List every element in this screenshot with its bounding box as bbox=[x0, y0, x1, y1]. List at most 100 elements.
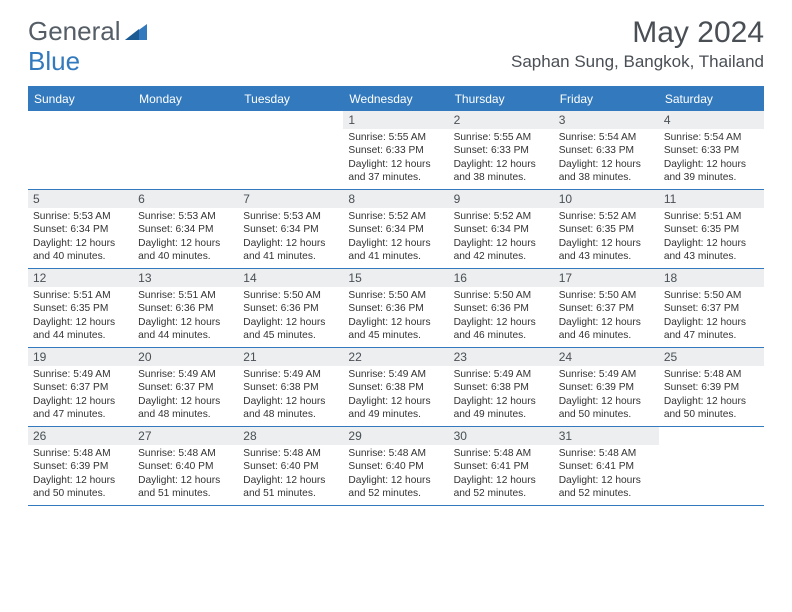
day-line: Sunset: 6:36 PM bbox=[348, 302, 443, 315]
day-line: Sunrise: 5:49 AM bbox=[138, 368, 233, 381]
day-number: 27 bbox=[133, 427, 238, 445]
day-line: Daylight: 12 hours and 43 minutes. bbox=[559, 237, 654, 264]
day-line: Daylight: 12 hours and 40 minutes. bbox=[138, 237, 233, 264]
day-line: Daylight: 12 hours and 45 minutes. bbox=[243, 316, 338, 343]
day-line: Daylight: 12 hours and 50 minutes. bbox=[559, 395, 654, 422]
day-line: Sunrise: 5:53 AM bbox=[243, 210, 338, 223]
day-line: Sunset: 6:34 PM bbox=[348, 223, 443, 236]
day-number: 12 bbox=[28, 269, 133, 287]
day-line: Sunset: 6:38 PM bbox=[454, 381, 549, 394]
day-content: Sunrise: 5:53 AMSunset: 6:34 PMDaylight:… bbox=[238, 208, 343, 267]
day-line: Daylight: 12 hours and 42 minutes. bbox=[454, 237, 549, 264]
day-line: Daylight: 12 hours and 52 minutes. bbox=[559, 474, 654, 501]
day-number: 8 bbox=[343, 190, 448, 208]
day-cell: 26Sunrise: 5:48 AMSunset: 6:39 PMDayligh… bbox=[28, 427, 133, 505]
day-line: Sunrise: 5:55 AM bbox=[348, 131, 443, 144]
day-line: Sunrise: 5:51 AM bbox=[664, 210, 759, 223]
day-line: Sunset: 6:40 PM bbox=[243, 460, 338, 473]
day-line: Daylight: 12 hours and 50 minutes. bbox=[33, 474, 128, 501]
day-header-mon: Monday bbox=[133, 88, 238, 111]
day-line: Daylight: 12 hours and 41 minutes. bbox=[348, 237, 443, 264]
page-header: General May 2024 Saphan Sung, Bangkok, T… bbox=[0, 0, 792, 76]
day-number: 22 bbox=[343, 348, 448, 366]
day-cell: 17Sunrise: 5:50 AMSunset: 6:37 PMDayligh… bbox=[554, 269, 659, 347]
week-row: 12Sunrise: 5:51 AMSunset: 6:35 PMDayligh… bbox=[28, 269, 764, 348]
day-content: Sunrise: 5:49 AMSunset: 6:37 PMDaylight:… bbox=[133, 366, 238, 425]
day-line: Daylight: 12 hours and 44 minutes. bbox=[138, 316, 233, 343]
day-cell: . bbox=[133, 111, 238, 189]
day-content: Sunrise: 5:52 AMSunset: 6:34 PMDaylight:… bbox=[449, 208, 554, 267]
day-line: Sunset: 6:39 PM bbox=[33, 460, 128, 473]
day-line: Sunrise: 5:52 AM bbox=[559, 210, 654, 223]
day-cell: . bbox=[28, 111, 133, 189]
day-number: 19 bbox=[28, 348, 133, 366]
day-cell: 27Sunrise: 5:48 AMSunset: 6:40 PMDayligh… bbox=[133, 427, 238, 505]
day-content: Sunrise: 5:49 AMSunset: 6:38 PMDaylight:… bbox=[449, 366, 554, 425]
day-number: 20 bbox=[133, 348, 238, 366]
day-number: 14 bbox=[238, 269, 343, 287]
day-cell: 9Sunrise: 5:52 AMSunset: 6:34 PMDaylight… bbox=[449, 190, 554, 268]
day-line: Sunrise: 5:48 AM bbox=[348, 447, 443, 460]
day-line: Daylight: 12 hours and 51 minutes. bbox=[243, 474, 338, 501]
day-line: Sunset: 6:37 PM bbox=[559, 302, 654, 315]
day-cell: 19Sunrise: 5:49 AMSunset: 6:37 PMDayligh… bbox=[28, 348, 133, 426]
day-line: Sunset: 6:39 PM bbox=[664, 381, 759, 394]
title-block: May 2024 Saphan Sung, Bangkok, Thailand bbox=[511, 16, 764, 72]
day-content: Sunrise: 5:48 AMSunset: 6:40 PMDaylight:… bbox=[343, 445, 448, 504]
day-content: Sunrise: 5:48 AMSunset: 6:41 PMDaylight:… bbox=[449, 445, 554, 504]
day-content: Sunrise: 5:53 AMSunset: 6:34 PMDaylight:… bbox=[28, 208, 133, 267]
day-content: Sunrise: 5:49 AMSunset: 6:38 PMDaylight:… bbox=[343, 366, 448, 425]
day-content: Sunrise: 5:48 AMSunset: 6:39 PMDaylight:… bbox=[659, 366, 764, 425]
day-line: Daylight: 12 hours and 47 minutes. bbox=[664, 316, 759, 343]
day-line: Daylight: 12 hours and 49 minutes. bbox=[454, 395, 549, 422]
day-line: Sunrise: 5:48 AM bbox=[33, 447, 128, 460]
day-line: Sunrise: 5:49 AM bbox=[454, 368, 549, 381]
month-title: May 2024 bbox=[511, 16, 764, 50]
day-number: 17 bbox=[554, 269, 659, 287]
day-line: Daylight: 12 hours and 45 minutes. bbox=[348, 316, 443, 343]
day-cell: 13Sunrise: 5:51 AMSunset: 6:36 PMDayligh… bbox=[133, 269, 238, 347]
day-line: Daylight: 12 hours and 48 minutes. bbox=[243, 395, 338, 422]
logo-triangle-icon bbox=[125, 22, 147, 45]
day-line: Daylight: 12 hours and 48 minutes. bbox=[138, 395, 233, 422]
day-line: Sunrise: 5:53 AM bbox=[33, 210, 128, 223]
day-line: Sunset: 6:33 PM bbox=[348, 144, 443, 157]
calendar: Sunday Monday Tuesday Wednesday Thursday… bbox=[28, 86, 764, 506]
day-header-row: Sunday Monday Tuesday Wednesday Thursday… bbox=[28, 88, 764, 111]
day-line: Daylight: 12 hours and 52 minutes. bbox=[348, 474, 443, 501]
day-line: Sunset: 6:35 PM bbox=[559, 223, 654, 236]
day-line: Sunset: 6:36 PM bbox=[138, 302, 233, 315]
day-cell: 3Sunrise: 5:54 AMSunset: 6:33 PMDaylight… bbox=[554, 111, 659, 189]
day-number: 7 bbox=[238, 190, 343, 208]
day-line: Daylight: 12 hours and 49 minutes. bbox=[348, 395, 443, 422]
day-line: Sunset: 6:37 PM bbox=[664, 302, 759, 315]
day-number: 2 bbox=[449, 111, 554, 129]
day-number: 30 bbox=[449, 427, 554, 445]
day-line: Daylight: 12 hours and 47 minutes. bbox=[33, 395, 128, 422]
day-header-sat: Saturday bbox=[659, 88, 764, 111]
day-content: Sunrise: 5:49 AMSunset: 6:38 PMDaylight:… bbox=[238, 366, 343, 425]
day-number: 18 bbox=[659, 269, 764, 287]
day-line: Sunset: 6:33 PM bbox=[454, 144, 549, 157]
day-number: 15 bbox=[343, 269, 448, 287]
day-cell: 5Sunrise: 5:53 AMSunset: 6:34 PMDaylight… bbox=[28, 190, 133, 268]
day-cell: 16Sunrise: 5:50 AMSunset: 6:36 PMDayligh… bbox=[449, 269, 554, 347]
day-line: Sunset: 6:33 PM bbox=[664, 144, 759, 157]
day-line: Daylight: 12 hours and 38 minutes. bbox=[559, 158, 654, 185]
day-cell: 25Sunrise: 5:48 AMSunset: 6:39 PMDayligh… bbox=[659, 348, 764, 426]
day-line: Sunrise: 5:50 AM bbox=[348, 289, 443, 302]
week-row: 5Sunrise: 5:53 AMSunset: 6:34 PMDaylight… bbox=[28, 190, 764, 269]
day-line: Sunset: 6:34 PM bbox=[243, 223, 338, 236]
day-content: Sunrise: 5:52 AMSunset: 6:34 PMDaylight:… bbox=[343, 208, 448, 267]
day-cell: 18Sunrise: 5:50 AMSunset: 6:37 PMDayligh… bbox=[659, 269, 764, 347]
day-cell: . bbox=[659, 427, 764, 505]
day-line: Sunset: 6:36 PM bbox=[454, 302, 549, 315]
day-line: Sunrise: 5:48 AM bbox=[454, 447, 549, 460]
day-content: Sunrise: 5:50 AMSunset: 6:37 PMDaylight:… bbox=[554, 287, 659, 346]
day-line: Sunrise: 5:49 AM bbox=[243, 368, 338, 381]
week-row: 26Sunrise: 5:48 AMSunset: 6:39 PMDayligh… bbox=[28, 427, 764, 506]
day-line: Sunrise: 5:53 AM bbox=[138, 210, 233, 223]
day-cell: 12Sunrise: 5:51 AMSunset: 6:35 PMDayligh… bbox=[28, 269, 133, 347]
location-text: Saphan Sung, Bangkok, Thailand bbox=[511, 52, 764, 72]
logo: General bbox=[28, 16, 149, 47]
